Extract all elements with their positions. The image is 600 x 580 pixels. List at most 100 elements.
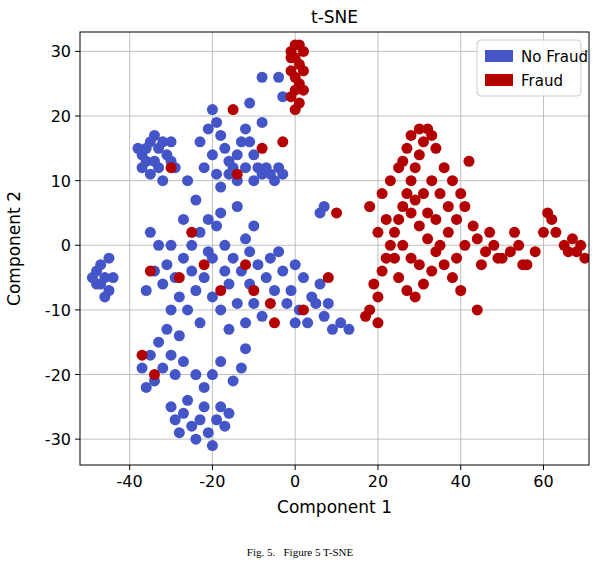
tick-mark xyxy=(543,465,544,470)
point xyxy=(414,220,425,231)
point xyxy=(240,123,251,134)
point xyxy=(286,285,297,296)
tick-label: -10 xyxy=(45,301,71,320)
point xyxy=(145,227,156,238)
point xyxy=(178,214,189,225)
point xyxy=(248,298,259,309)
point xyxy=(550,227,561,238)
point xyxy=(170,369,181,380)
point xyxy=(174,330,185,341)
point xyxy=(137,350,148,361)
point xyxy=(244,246,255,257)
point xyxy=(277,266,288,277)
point xyxy=(207,104,218,115)
point xyxy=(290,104,301,115)
point xyxy=(108,272,119,283)
point xyxy=(257,72,268,83)
point xyxy=(141,382,152,393)
point xyxy=(199,401,210,412)
point xyxy=(273,246,284,257)
point xyxy=(389,253,400,264)
point xyxy=(298,272,309,283)
point xyxy=(157,175,168,186)
tick-mark xyxy=(75,309,80,310)
point xyxy=(219,143,230,154)
tick-mark xyxy=(377,465,378,470)
point xyxy=(99,291,110,302)
point xyxy=(277,169,288,180)
point xyxy=(368,279,379,290)
tick-mark xyxy=(75,374,80,375)
point xyxy=(567,233,578,244)
point xyxy=(215,207,226,218)
tick-label: 30 xyxy=(51,42,71,61)
point xyxy=(468,220,479,231)
point xyxy=(145,169,156,180)
point xyxy=(418,279,429,290)
point xyxy=(579,253,589,264)
point xyxy=(166,136,177,147)
x-axis-label: Component 1 xyxy=(277,497,392,517)
point xyxy=(323,298,334,309)
tick-label: -40 xyxy=(117,472,143,491)
point xyxy=(377,266,388,277)
point xyxy=(195,414,206,425)
tick-label: -20 xyxy=(45,366,71,385)
point xyxy=(302,317,313,328)
point xyxy=(215,304,226,315)
point xyxy=(153,240,164,251)
grid-line xyxy=(80,116,589,117)
point xyxy=(199,382,210,393)
chart: -40-200204060-30-20-100102030t-SNECompon… xyxy=(0,0,600,580)
point xyxy=(207,149,218,160)
point xyxy=(410,195,421,206)
point xyxy=(414,149,425,160)
point xyxy=(517,259,528,270)
point xyxy=(232,298,243,309)
point xyxy=(385,175,396,186)
point xyxy=(240,233,251,244)
point xyxy=(443,201,454,212)
point xyxy=(248,175,259,186)
point xyxy=(149,369,160,380)
point xyxy=(195,136,206,147)
point xyxy=(364,201,375,212)
tick-mark xyxy=(75,180,80,181)
point xyxy=(240,259,251,270)
point xyxy=(397,240,408,251)
point xyxy=(265,298,276,309)
point xyxy=(199,272,210,283)
point xyxy=(546,214,557,225)
point xyxy=(211,169,222,180)
point xyxy=(381,214,392,225)
point xyxy=(219,421,230,432)
point xyxy=(166,162,177,173)
point xyxy=(451,253,462,264)
point xyxy=(166,240,177,251)
point xyxy=(401,143,412,154)
point xyxy=(178,253,189,264)
legend-label: Fraud xyxy=(521,72,563,90)
point xyxy=(426,175,437,186)
point xyxy=(228,104,239,115)
point xyxy=(443,227,454,238)
point xyxy=(178,408,189,419)
tick-mark xyxy=(129,465,130,470)
legend-label: No Fraud xyxy=(521,48,588,66)
grid-line xyxy=(80,439,589,440)
point xyxy=(447,272,458,283)
point xyxy=(451,214,462,225)
point xyxy=(178,356,189,367)
plot-frame xyxy=(80,32,589,465)
point xyxy=(447,175,458,186)
point xyxy=(393,162,404,173)
point xyxy=(393,214,404,225)
point xyxy=(406,207,417,218)
plot-background xyxy=(80,32,589,465)
point xyxy=(257,143,268,154)
point xyxy=(472,233,483,244)
point xyxy=(232,169,243,180)
point xyxy=(244,98,255,109)
point xyxy=(182,175,193,186)
point xyxy=(219,240,230,251)
